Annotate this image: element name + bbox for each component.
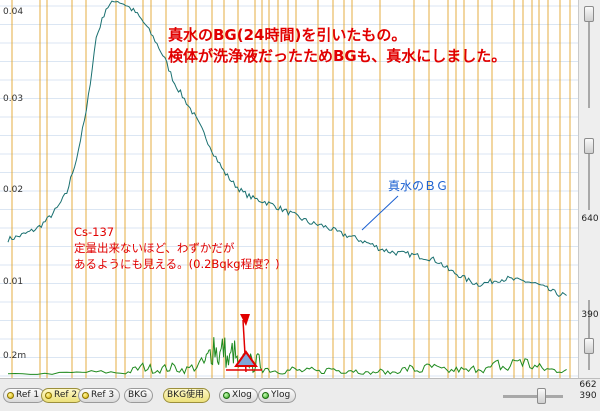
bkg-use-label: BKG使用: [167, 390, 205, 400]
xlog-button[interactable]: Xlog: [219, 388, 258, 403]
y-tick-label: 0.04: [3, 7, 23, 17]
series-lines: [7, 0, 567, 376]
lower-scroll-track: [588, 300, 590, 370]
ylog-button[interactable]: Ylog: [258, 388, 297, 403]
ref2-button[interactable]: Ref 2: [41, 388, 84, 403]
cs-note-line1: 定量出来ないほど、わずかだが: [74, 241, 235, 255]
xlog-indicator-icon: [223, 392, 230, 399]
ref1-button[interactable]: Ref 1: [3, 388, 46, 403]
ref3-button[interactable]: Ref 3: [78, 388, 121, 403]
side-value-lower: 390: [581, 310, 599, 320]
middle-scroll-track: [588, 140, 590, 210]
bkg-button[interactable]: BKG: [124, 388, 154, 403]
peak-arrow-head: [240, 314, 250, 326]
cs-label: Cs-137: [74, 225, 114, 239]
upper-scroll-knob[interactable]: [584, 6, 594, 22]
peak-triangle: [234, 350, 258, 367]
xlog-label: Xlog: [232, 390, 252, 400]
lower-scroll-knob[interactable]: [584, 338, 594, 354]
bottom-toolbar: Ref 1 Ref 2 Ref 3 BKG BKG使用 Xlog Ylog: [0, 378, 600, 411]
main-note-line1: 真水のBG(24時間)を引いたもの。: [168, 26, 406, 44]
main-note-line2: 検体が洗浄液だったためBGも、真水にしました。: [168, 47, 506, 65]
y-tick-label: 0.01: [3, 277, 23, 287]
bkg-label: BKG: [128, 390, 148, 400]
y-tick-label: 0.2m: [3, 351, 26, 361]
bottom-value-bottom: 390: [579, 391, 597, 401]
upper-scroll-track: [588, 8, 590, 108]
ylog-indicator-icon: [262, 392, 269, 399]
horizontal-slider-track: [503, 395, 563, 398]
horizontal-slider-knob[interactable]: [537, 388, 546, 404]
ref3-label: Ref 3: [91, 390, 115, 400]
spectrum-line: [7, 0, 567, 298]
ylog-label: Ylog: [271, 390, 291, 400]
side-value-upper: 640: [581, 214, 599, 224]
bkg-use-button[interactable]: BKG使用: [163, 388, 211, 403]
y-tick-labels: 0.04 0.03 0.02 0.01 0.2m: [3, 7, 26, 361]
cs-note-line2: あるようにも見える。(0.2Bqkg程度？): [74, 257, 280, 271]
roi-lines: [11, 0, 571, 378]
spectrum-plot[interactable]: 0.04 0.03 0.02 0.01 0.2m 真水のBG(24時間)を引いたもの。 …: [0, 0, 578, 378]
ref2-indicator-icon: [45, 392, 52, 399]
bg-label: 真水のＢＧ: [388, 179, 448, 193]
ref2-label: Ref 2: [54, 390, 78, 400]
bottom-value-top: 662: [579, 380, 597, 390]
net-count-line: [7, 337, 567, 376]
ref1-indicator-icon: [7, 392, 14, 399]
chart-svg: 0.040.030.020.010.2m 真水のBG(24時間)を引いたもの。 …: [0, 0, 578, 378]
ref1-label: Ref 1: [16, 390, 40, 400]
horizontal-grid: [0, 5, 578, 377]
y-tick-label: 0.03: [3, 94, 23, 104]
y-tick-label: 0.02: [3, 185, 23, 195]
bg-callout-line: [361, 195, 399, 231]
ref3-indicator-icon: [82, 392, 89, 399]
bottom-values: 662 390: [576, 380, 600, 402]
middle-scroll-knob[interactable]: [584, 138, 594, 154]
right-scroll-panel: 640 390: [578, 0, 600, 378]
